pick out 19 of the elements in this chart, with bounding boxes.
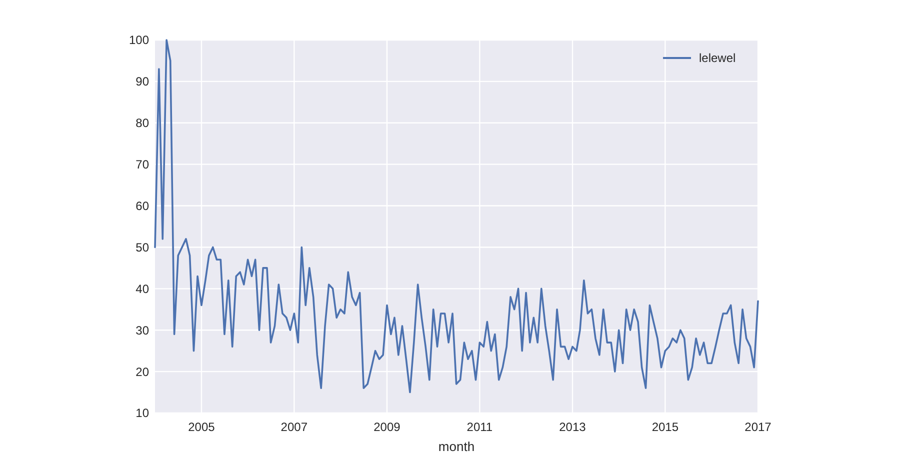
y-tick-label: 20 bbox=[136, 364, 150, 379]
x-tick-label: 2011 bbox=[466, 420, 493, 434]
x-tick-label: 2017 bbox=[744, 420, 772, 434]
x-tick-label: 2005 bbox=[188, 420, 216, 434]
y-tick-label: 60 bbox=[136, 198, 150, 213]
legend-label: lelewel bbox=[699, 51, 736, 66]
y-tick-label: 90 bbox=[136, 74, 150, 89]
y-tick-label: 40 bbox=[136, 282, 150, 296]
y-tick-label: 70 bbox=[136, 158, 150, 172]
y-tick-label: 30 bbox=[136, 323, 150, 338]
x-tick-label: 2007 bbox=[280, 420, 308, 434]
x-tick-label: 2013 bbox=[559, 420, 586, 434]
y-tick-label: 50 bbox=[136, 240, 150, 254]
y-tick-label: 10 bbox=[136, 406, 150, 420]
x-tick-label: 2015 bbox=[652, 420, 679, 434]
y-tick-label: 80 bbox=[136, 116, 150, 130]
x-tick-label: 2009 bbox=[374, 420, 401, 434]
y-tick-label: 100 bbox=[128, 33, 150, 48]
x-axis-title: month bbox=[438, 439, 475, 454]
